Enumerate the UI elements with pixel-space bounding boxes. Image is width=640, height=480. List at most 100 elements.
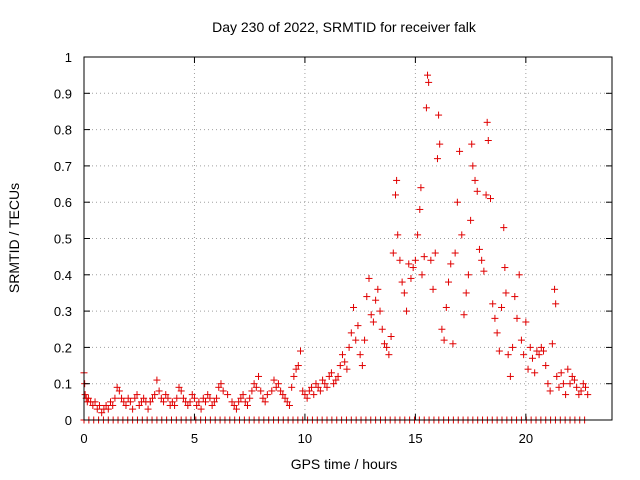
data-point (122, 401, 130, 409)
data-point (84, 394, 92, 402)
data-point (515, 271, 523, 279)
data-point (272, 383, 280, 391)
data-point (177, 387, 185, 395)
data-point (285, 401, 293, 409)
data-point (540, 347, 548, 355)
points-layer (80, 71, 592, 424)
data-point (248, 387, 256, 395)
data-point (81, 391, 89, 399)
data-point (551, 285, 559, 293)
x-tick-label: 5 (191, 431, 198, 446)
data-point (314, 383, 322, 391)
data-point (215, 383, 223, 391)
data-point (387, 333, 395, 341)
data-point (208, 401, 216, 409)
data-point (310, 391, 318, 399)
data-point (146, 398, 154, 406)
data-point (217, 380, 225, 388)
data-point (409, 264, 417, 272)
y-tick-label: 0.7 (54, 159, 72, 174)
data-point (157, 394, 165, 402)
data-point (429, 285, 437, 293)
data-point (367, 311, 375, 319)
data-point (484, 136, 492, 144)
data-point (338, 351, 346, 359)
data-point (427, 256, 435, 264)
data-point (263, 391, 271, 399)
data-point (553, 372, 561, 380)
data-point (118, 394, 126, 402)
data-point (268, 387, 276, 395)
data-point (438, 325, 446, 333)
data-point (456, 147, 464, 155)
data-point (418, 271, 426, 279)
data-point (343, 365, 351, 373)
data-point (431, 249, 439, 257)
data-point (292, 365, 300, 373)
data-point (557, 369, 565, 377)
data-point (252, 383, 260, 391)
data-point (405, 260, 413, 268)
data-point (500, 224, 508, 232)
data-point (144, 405, 152, 413)
data-point (250, 380, 258, 388)
data-point (524, 365, 532, 373)
data-point (316, 387, 324, 395)
grid-layer (84, 57, 612, 420)
data-point (522, 318, 530, 326)
data-point (91, 398, 99, 406)
data-point (332, 376, 340, 384)
data-point (175, 383, 183, 391)
data-point (389, 249, 397, 257)
data-point (160, 398, 168, 406)
data-point (330, 380, 338, 388)
data-point (420, 253, 428, 261)
data-point (261, 398, 269, 406)
data-point (120, 398, 128, 406)
data-point (131, 394, 139, 402)
data-point (509, 343, 517, 351)
data-point (573, 383, 581, 391)
data-point (425, 78, 433, 86)
data-point (281, 394, 289, 402)
data-point (559, 380, 567, 388)
data-point (241, 398, 249, 406)
chart-title: Day 230 of 2022, SRMTID for receiver fal… (212, 19, 477, 35)
data-point (449, 340, 457, 348)
data-point (135, 401, 143, 409)
data-point (394, 231, 402, 239)
data-point (356, 351, 364, 359)
data-point (197, 405, 205, 413)
data-point (369, 318, 377, 326)
data-point (230, 401, 238, 409)
data-point (365, 274, 373, 282)
y-tick-label: 0.9 (54, 86, 72, 101)
data-point (566, 380, 574, 388)
data-point (193, 401, 201, 409)
data-point (341, 358, 349, 366)
data-point (93, 405, 101, 413)
data-point (447, 260, 455, 268)
data-point (498, 303, 506, 311)
data-point (151, 391, 159, 399)
data-point (288, 383, 296, 391)
data-point (173, 394, 181, 402)
data-point (98, 409, 106, 417)
data-point (471, 176, 479, 184)
data-point (526, 343, 534, 351)
y-tick-label: 0.4 (54, 268, 72, 283)
data-point (440, 336, 448, 344)
data-point (385, 351, 393, 359)
x-axis-title: GPS time / hours (291, 456, 398, 472)
data-point (111, 394, 119, 402)
data-point (104, 405, 112, 413)
data-point (489, 300, 497, 308)
data-point (445, 278, 453, 286)
data-point (347, 329, 355, 337)
data-point (255, 372, 263, 380)
data-point (544, 380, 552, 388)
data-point (162, 391, 170, 399)
data-point (570, 376, 578, 384)
data-point (305, 387, 313, 395)
